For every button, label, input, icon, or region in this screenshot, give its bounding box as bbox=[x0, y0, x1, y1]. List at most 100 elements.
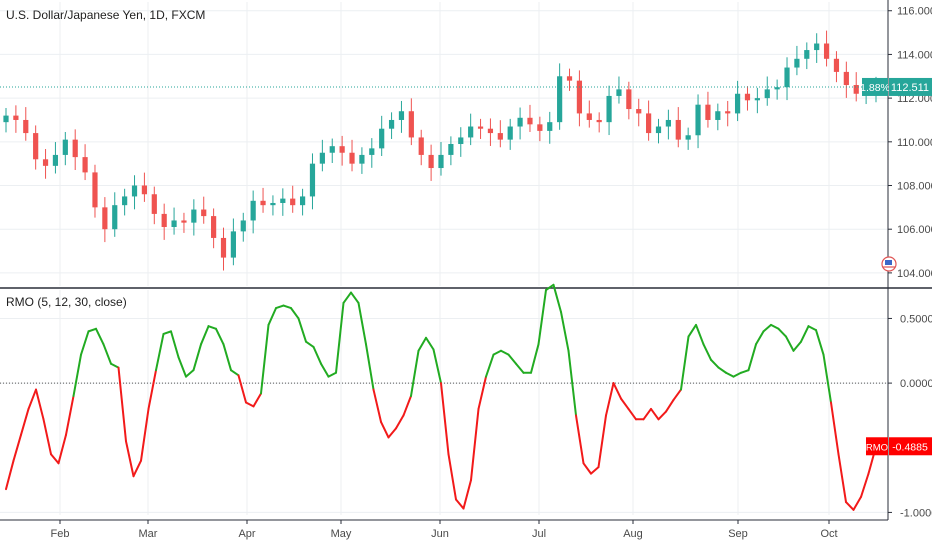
rmo-segment bbox=[125, 440, 135, 478]
rmo-segment bbox=[507, 353, 517, 365]
candle-body bbox=[537, 124, 543, 131]
rmo-segment bbox=[12, 433, 22, 462]
rmo-segment bbox=[492, 349, 502, 356]
rmo-value-tag: RMO -0.4885 bbox=[866, 437, 932, 456]
last-price-tag: 1.88% 112.511 bbox=[860, 77, 932, 96]
candle-body bbox=[853, 85, 859, 94]
price-tick-label: 116.000 bbox=[897, 6, 932, 18]
candle-body bbox=[280, 198, 286, 203]
rmo-segment bbox=[372, 388, 382, 423]
month-label: Jun bbox=[431, 528, 449, 540]
rmo-segment bbox=[447, 453, 457, 501]
candle-body bbox=[547, 122, 553, 131]
rmo-segment bbox=[462, 479, 472, 510]
rmo-segment bbox=[740, 369, 750, 374]
rmo-segment bbox=[770, 323, 780, 330]
rmo-segment bbox=[657, 410, 667, 421]
rmo-segment bbox=[207, 325, 217, 330]
rmo-segment bbox=[230, 369, 240, 377]
rmo-segment bbox=[102, 343, 112, 365]
rmo-segment bbox=[515, 362, 525, 374]
candle-body bbox=[458, 137, 464, 144]
candle-body bbox=[685, 135, 691, 140]
candle-body bbox=[804, 50, 810, 59]
candle-body bbox=[655, 126, 662, 134]
candle-body bbox=[695, 104, 701, 136]
candle-body bbox=[527, 117, 533, 125]
rmo-segment bbox=[545, 283, 555, 291]
candle-body bbox=[566, 76, 573, 81]
rmo-segment bbox=[747, 343, 757, 372]
rmo-segment bbox=[612, 382, 622, 400]
candle-body bbox=[270, 202, 276, 206]
candle-body bbox=[388, 119, 395, 129]
rmo-segment bbox=[672, 388, 682, 401]
candle-body bbox=[626, 89, 632, 110]
rmo-segment bbox=[432, 348, 442, 385]
month-label: Oct bbox=[820, 528, 837, 540]
candle-body bbox=[734, 93, 741, 114]
rmo-segment bbox=[357, 301, 367, 346]
rmo-segment bbox=[500, 349, 510, 356]
month-label: Mar bbox=[139, 528, 158, 540]
rmo-segment bbox=[342, 291, 352, 304]
candle-body bbox=[586, 113, 592, 120]
candle-body bbox=[715, 111, 721, 120]
value-tag-text: 112.511 bbox=[891, 82, 929, 94]
candle-body bbox=[764, 89, 770, 99]
candle-body bbox=[843, 71, 849, 86]
rmo-segment bbox=[365, 343, 375, 391]
candle-body bbox=[408, 111, 414, 138]
rmo-segment bbox=[627, 407, 637, 421]
rmo-segment bbox=[147, 369, 157, 410]
candle-body bbox=[477, 126, 484, 129]
rmo-segment bbox=[20, 407, 30, 436]
candle-body bbox=[596, 119, 602, 123]
candle-body bbox=[171, 220, 177, 228]
rmo-segment bbox=[57, 433, 67, 465]
rmo-segment bbox=[245, 401, 255, 408]
rmo-segment bbox=[192, 343, 202, 372]
rmo-segment bbox=[162, 330, 172, 335]
candle-body bbox=[82, 157, 88, 173]
candle-body bbox=[339, 146, 345, 153]
candle-body bbox=[13, 115, 19, 120]
candle-body bbox=[52, 154, 59, 166]
rmo-segment bbox=[320, 362, 330, 378]
rmo-segment bbox=[35, 388, 45, 421]
rmo-segment bbox=[410, 349, 420, 398]
candle-body bbox=[705, 104, 711, 120]
candle-body bbox=[557, 76, 563, 123]
candle-body bbox=[744, 93, 751, 101]
candle-body bbox=[42, 159, 49, 166]
candle-body bbox=[131, 185, 138, 197]
candle-body bbox=[369, 148, 375, 155]
rmo-segment bbox=[642, 407, 652, 421]
rmo-segment bbox=[155, 332, 165, 372]
rmo-segment bbox=[755, 330, 765, 346]
rmo-segment bbox=[725, 371, 735, 378]
candle-body bbox=[33, 133, 39, 160]
rmo-segment bbox=[815, 329, 825, 356]
rmo-segment bbox=[417, 336, 427, 352]
rmo-segment bbox=[170, 330, 180, 359]
price-tick-label: 114.000 bbox=[897, 49, 932, 61]
rmo-segment bbox=[567, 349, 577, 417]
candle-body bbox=[122, 196, 128, 206]
rmo-segment bbox=[215, 327, 225, 346]
candle-body bbox=[576, 80, 583, 114]
month-label: Sep bbox=[728, 528, 748, 540]
candle-body bbox=[260, 200, 266, 206]
rmo-tick-label: -1.0000 bbox=[900, 507, 932, 519]
rmo-segment bbox=[80, 330, 90, 356]
candle-body bbox=[141, 185, 148, 195]
rmo-segment bbox=[485, 353, 495, 378]
flag-canton bbox=[885, 260, 892, 265]
candle-body bbox=[497, 133, 503, 140]
percent-tag-text: 1.88% bbox=[860, 82, 890, 94]
candle-body bbox=[102, 207, 108, 230]
candle-body bbox=[398, 111, 405, 120]
rmo-segment bbox=[267, 307, 277, 326]
rmo-segment bbox=[470, 407, 480, 482]
